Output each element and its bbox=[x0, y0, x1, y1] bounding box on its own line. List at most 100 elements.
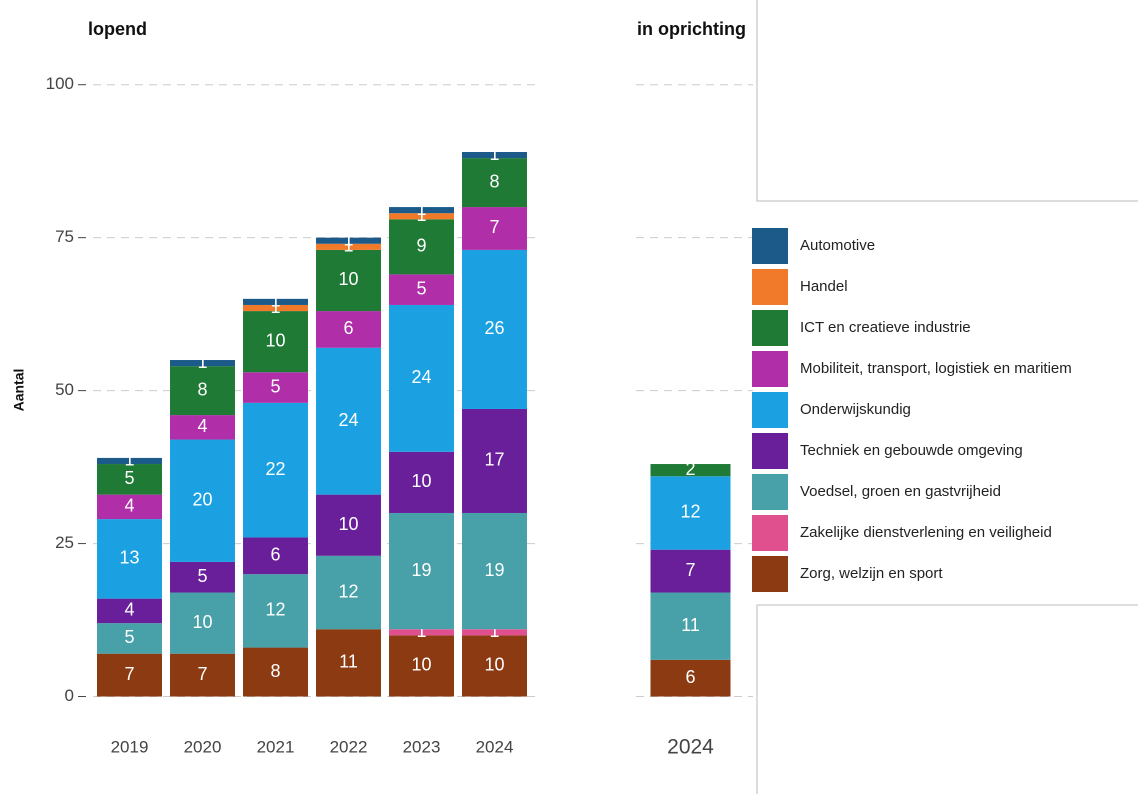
legend-label: Handel bbox=[800, 278, 848, 295]
data-label: 17 bbox=[484, 450, 504, 470]
data-label: 10 bbox=[338, 269, 358, 289]
bar-segment bbox=[170, 366, 235, 416]
data-label: 1 bbox=[343, 236, 353, 256]
bar-segment bbox=[243, 311, 308, 373]
y-axis-label: Aantal bbox=[11, 369, 27, 412]
legend-label: ICT en creatieve industrie bbox=[800, 319, 971, 336]
data-label: 19 bbox=[411, 560, 431, 580]
bar-segment bbox=[389, 629, 454, 636]
x-tick-label: 2024 bbox=[667, 736, 714, 759]
bar-segment bbox=[97, 623, 162, 654]
bar-segment bbox=[97, 519, 162, 599]
data-label: 22 bbox=[265, 459, 285, 479]
data-label: 7 bbox=[685, 560, 695, 580]
bar-segment bbox=[243, 402, 308, 538]
bar-segment bbox=[462, 629, 527, 636]
data-label: 10 bbox=[411, 471, 431, 491]
x-tick-label: 2019 bbox=[111, 737, 149, 756]
bar-segment bbox=[462, 635, 527, 697]
data-label: 12 bbox=[265, 600, 285, 620]
data-label: 4 bbox=[124, 496, 134, 516]
legend-label: Zorg, welzijn en sport bbox=[800, 565, 943, 582]
bar-segment bbox=[97, 464, 162, 495]
data-label: 1 bbox=[489, 621, 499, 641]
data-label: 10 bbox=[411, 655, 431, 675]
data-label: 1 bbox=[416, 199, 426, 219]
bar-segment bbox=[462, 249, 527, 409]
bar-segment bbox=[389, 635, 454, 697]
data-label: 1 bbox=[489, 144, 499, 164]
data-label: 10 bbox=[265, 330, 285, 350]
data-label: 7 bbox=[124, 664, 134, 684]
data-label: 2 bbox=[685, 459, 695, 479]
data-label: 5 bbox=[124, 468, 134, 488]
legend-swatch bbox=[752, 515, 788, 551]
bar-segment bbox=[170, 653, 235, 697]
bar-segment bbox=[650, 592, 731, 660]
bar-segment bbox=[389, 512, 454, 630]
y-tick-label: 100 bbox=[46, 74, 74, 93]
data-label: 1 bbox=[197, 352, 207, 372]
data-label: 10 bbox=[338, 514, 358, 534]
data-label: 24 bbox=[411, 367, 431, 387]
panel-title: in oprichting bbox=[637, 19, 746, 39]
bar-segment bbox=[650, 659, 731, 697]
legend-label: Techniek en gebouwde omgeving bbox=[800, 442, 1023, 459]
bar-segment bbox=[243, 574, 308, 648]
legend-frame bbox=[756, 0, 1138, 202]
y-tick-label: 0 bbox=[65, 686, 74, 705]
legend-frame bbox=[756, 604, 1138, 794]
bar-segment bbox=[243, 372, 308, 403]
y-tick-label: 75 bbox=[55, 227, 74, 246]
data-label: 11 bbox=[339, 652, 358, 672]
data-label: 26 bbox=[484, 318, 504, 338]
bar-segment bbox=[243, 298, 308, 305]
bar-segment bbox=[170, 360, 235, 367]
data-label: 1 bbox=[343, 229, 353, 249]
data-label: 10 bbox=[484, 655, 504, 675]
bar-segment bbox=[97, 598, 162, 624]
bar-segment bbox=[316, 347, 381, 495]
bar-segment bbox=[170, 561, 235, 593]
bar-segment bbox=[316, 243, 381, 250]
bar-segment bbox=[170, 439, 235, 562]
data-label: 6 bbox=[343, 318, 353, 338]
legend-swatch bbox=[752, 228, 788, 264]
bar-segment bbox=[316, 555, 381, 630]
bar-segment bbox=[243, 304, 308, 312]
bar-segment bbox=[462, 152, 527, 159]
legend-swatch bbox=[752, 474, 788, 510]
data-label: 1 bbox=[270, 291, 280, 311]
data-label: 19 bbox=[484, 560, 504, 580]
data-label: 1 bbox=[416, 621, 426, 641]
bar-segment bbox=[316, 249, 381, 312]
legend-label: Mobiliteit, transport, logistiek en mari… bbox=[800, 360, 1072, 377]
legend-swatch bbox=[752, 556, 788, 592]
bar-segment bbox=[389, 213, 454, 220]
bar-segment bbox=[243, 647, 308, 697]
bar-segment bbox=[243, 537, 308, 575]
data-label: 4 bbox=[197, 416, 207, 436]
bar-segment bbox=[389, 304, 454, 452]
data-label: 13 bbox=[119, 548, 139, 568]
data-label: 6 bbox=[685, 667, 695, 687]
y-tick-label: 25 bbox=[55, 533, 74, 552]
legend-label: Onderwijskundig bbox=[800, 401, 911, 418]
bar-segment bbox=[97, 653, 162, 697]
bar-segment bbox=[97, 457, 162, 465]
x-tick-label: 2021 bbox=[257, 737, 295, 756]
legend-swatch bbox=[752, 351, 788, 387]
y-tick-label: 50 bbox=[55, 380, 74, 399]
bar-segment bbox=[316, 494, 381, 556]
bar-segment bbox=[316, 629, 381, 697]
data-label: 5 bbox=[270, 376, 280, 396]
legend-swatch bbox=[752, 392, 788, 428]
data-label: 1 bbox=[416, 205, 426, 225]
data-label: 5 bbox=[416, 278, 426, 298]
bar-segment bbox=[170, 415, 235, 440]
legend-label: Zakelijke dienstverlening en veiligheid bbox=[800, 524, 1052, 541]
bar-segment bbox=[389, 219, 454, 275]
legend-swatch bbox=[752, 310, 788, 346]
data-label: 1 bbox=[270, 297, 280, 317]
bar-segment bbox=[650, 476, 731, 550]
